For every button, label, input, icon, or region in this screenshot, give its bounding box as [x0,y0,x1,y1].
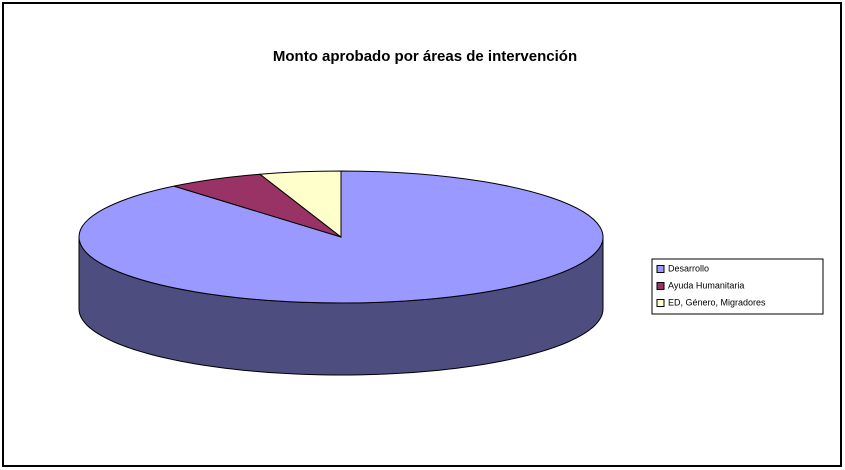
legend-swatch [656,299,665,307]
chart-title: Monto aprobado por áreas de intervención [273,48,577,65]
legend-box [651,258,824,315]
pie-slice [258,170,342,239]
legend-label: ED, Género, Migradores [668,297,766,307]
legend-label: Ayuda Humanitaria [668,280,744,290]
legend-swatch [656,265,665,273]
legend-swatch [656,282,665,290]
legend-label: Desarrollo [668,263,709,273]
